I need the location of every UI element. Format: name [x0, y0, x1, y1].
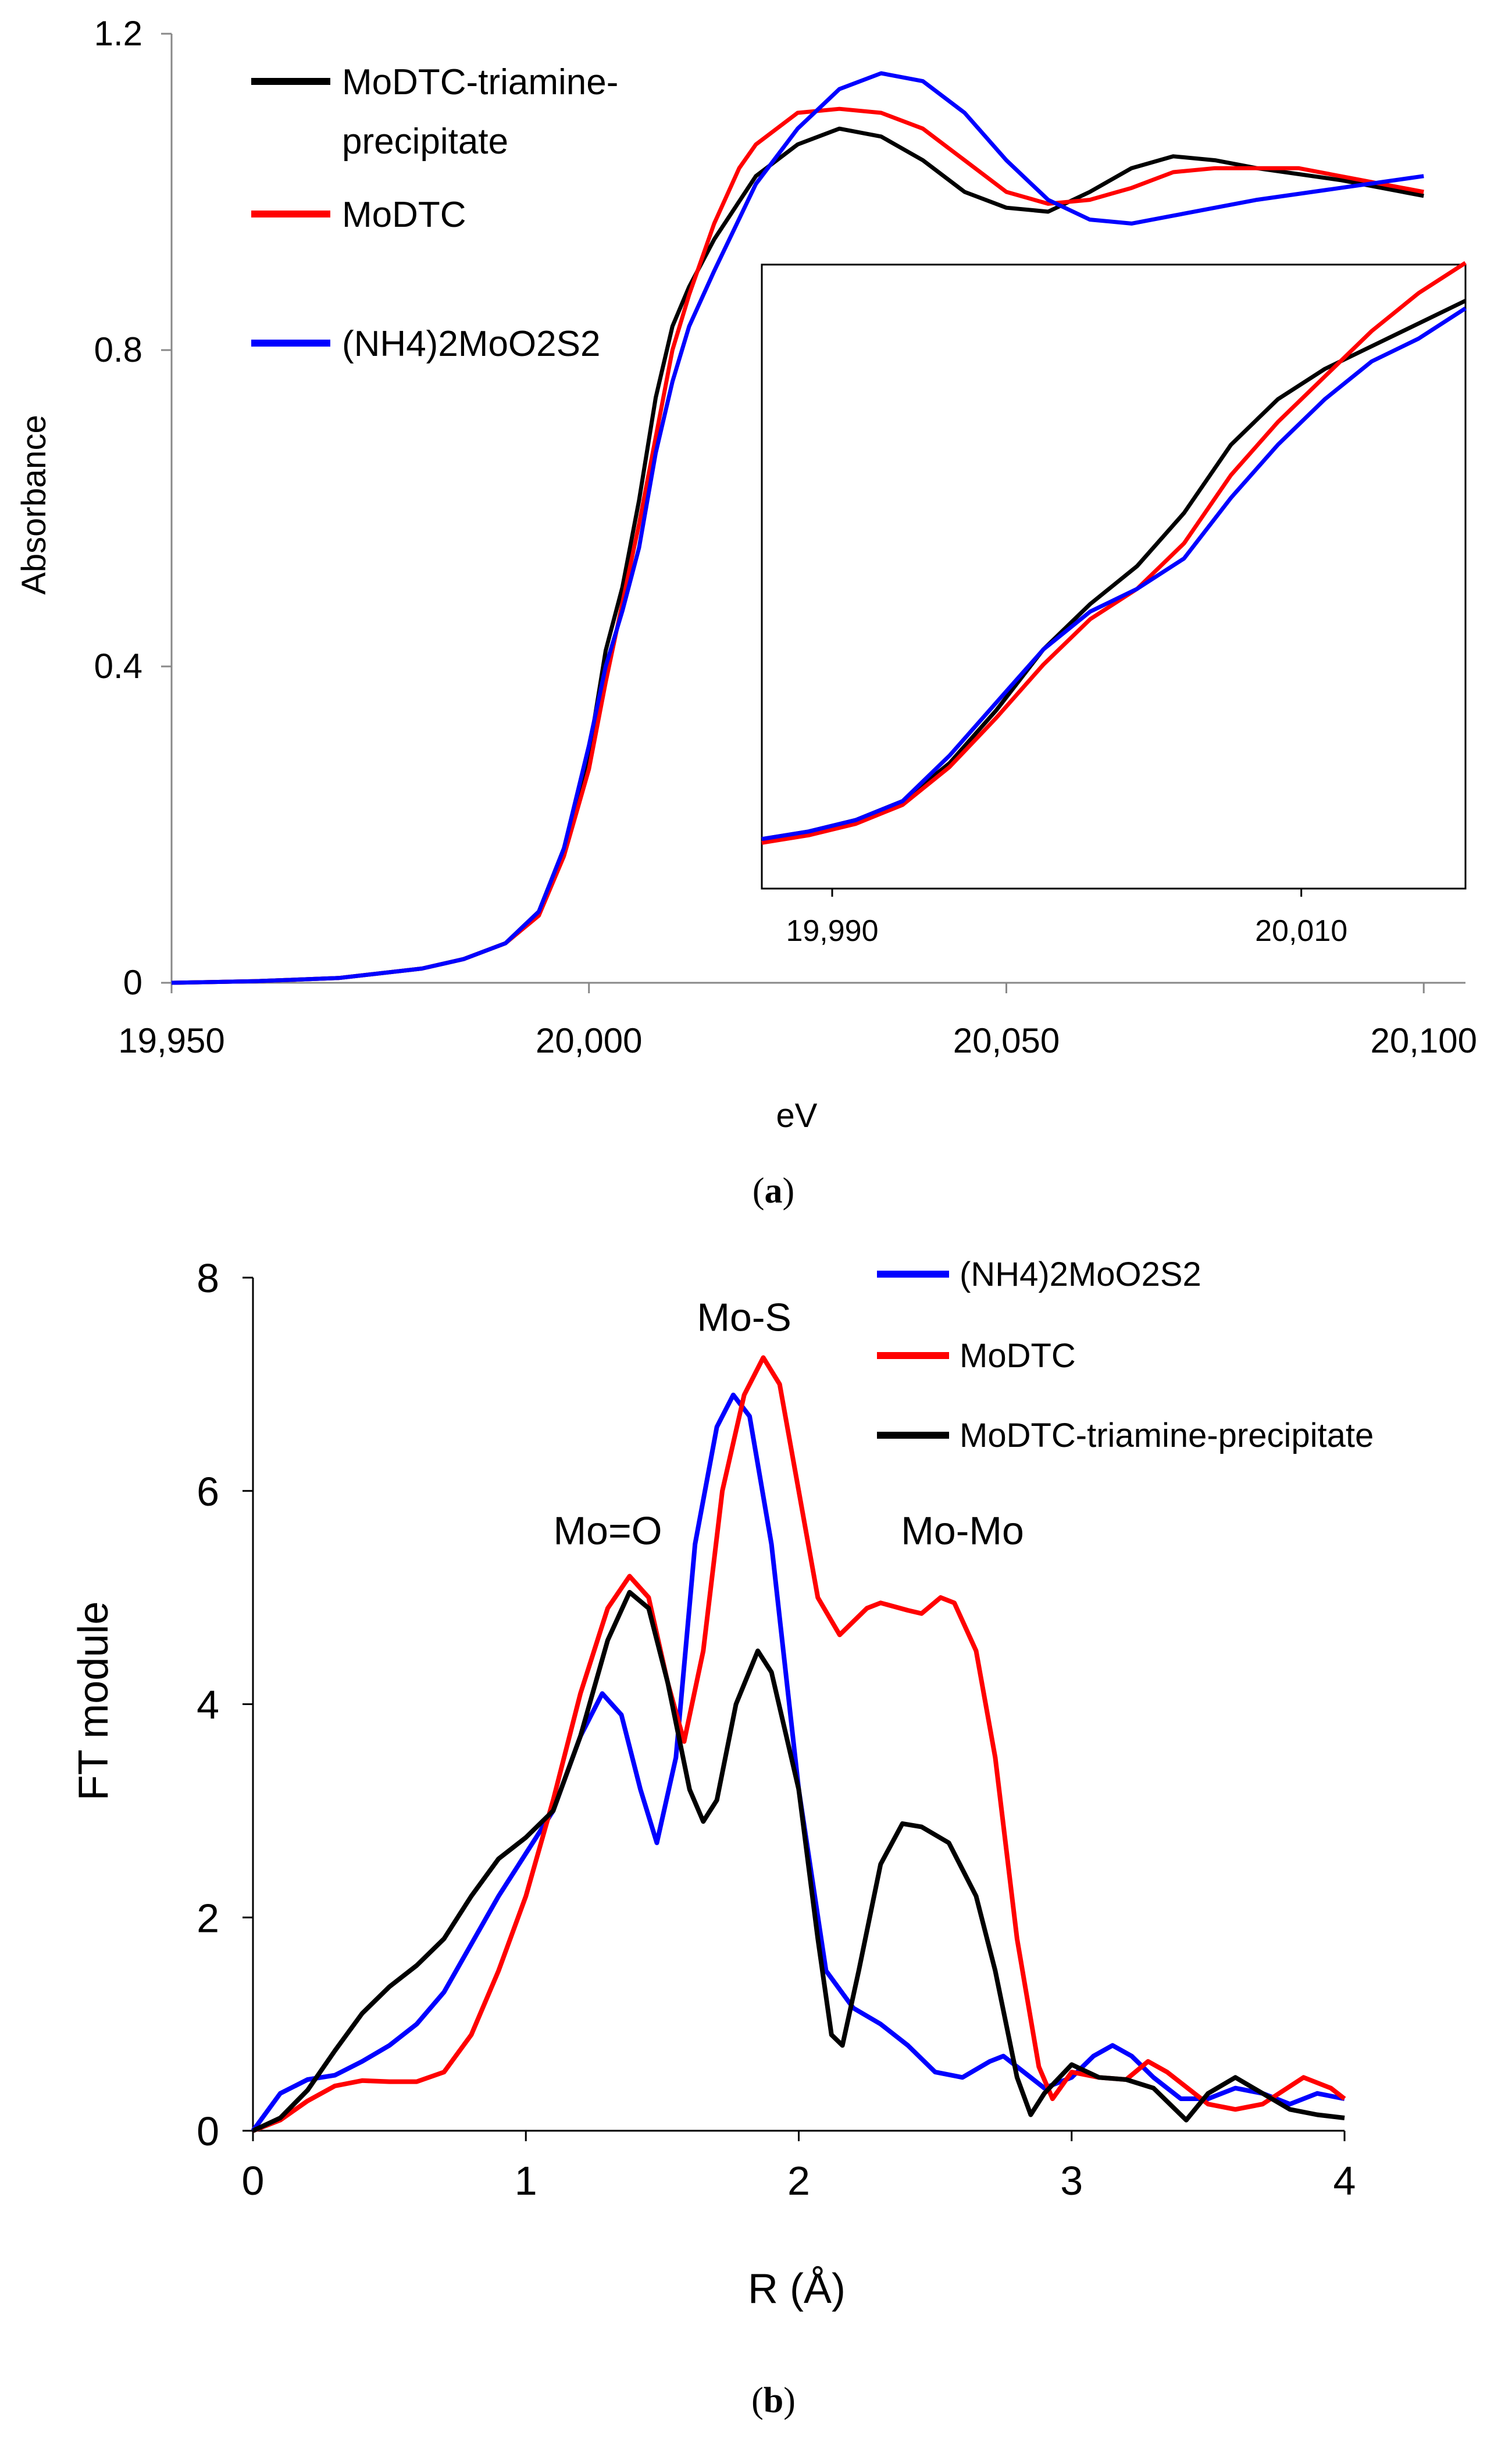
inset-series-line-1 [761, 298, 1467, 841]
series-group-b [251, 1355, 1346, 2133]
x-tick-label: 20,050 [953, 1021, 1060, 1060]
series-line-a-2 [171, 106, 1424, 985]
y-tick-label: 0.4 [94, 647, 142, 686]
x-tick-label: 3 [1060, 2158, 1083, 2203]
x-tick-label: 1 [515, 2158, 537, 2203]
inset-series-line-2 [761, 261, 1467, 845]
legend-label-a: MoDTC [342, 195, 466, 235]
inset-panel: 19,990 20,010 [761, 261, 1467, 948]
y-tick-label: 1.2 [94, 14, 142, 53]
axes-a: 0 0.4 0.8 1.2 19,950 20,000 20,050 20,100 [94, 14, 1477, 1060]
legend-b: (NH4)2MoO2S2 MoDTC MoDTC-triamine-precipit… [877, 1256, 1374, 1454]
series-line-a-3 [171, 71, 1424, 985]
x-tick-label: 20,000 [536, 1021, 643, 1060]
x-tick-label: 4 [1333, 2158, 1356, 2203]
caption-paren: ( [751, 2381, 764, 2420]
peak-annotation: Mo=O [553, 1508, 662, 1553]
legend-label-a: MoDTC-triamine- [342, 62, 618, 102]
legend-label-b: (NH4)2MoO2S2 [960, 1256, 1201, 1293]
series-group-a [171, 71, 1424, 985]
caption-b: (b) [751, 2381, 796, 2420]
caption-paren: ) [783, 1171, 795, 1211]
annotations-b: Mo=O Mo-S Mo-Mo [553, 1296, 1024, 1553]
x-tick-label: 0 [242, 2158, 265, 2203]
caption-a: (a) [753, 1171, 794, 1211]
y-tick-label: 0 [123, 963, 142, 1002]
inset-x-tick-label: 19,990 [786, 914, 878, 948]
legend-a: MoDTC-triamine-precipitate MoDTC (NH4)2MoO… [251, 62, 618, 364]
x-tick-label: 20,100 [1370, 1021, 1477, 1060]
y-tick-label: 0 [197, 2109, 219, 2154]
series-line-b-2 [252, 1355, 1346, 2133]
legend-label-b: MoDTC [960, 1337, 1076, 1375]
x-axis-label-b: R (Å) [748, 2266, 846, 2312]
chart-panel-a: 19,990 20,010 0 0.4 0.8 1.2 19,950 20,000 20,05… [15, 14, 1477, 1135]
legend-label-a: (NH4)2MoO2S2 [342, 324, 600, 364]
y-tick-label: 8 [197, 1256, 219, 1301]
legend-label-a: precipitate [342, 122, 508, 162]
y-tick-label: 6 [197, 1469, 219, 1514]
chart-panel-b: 0 2 4 6 8 0 1 2 3 4 (NH4)2MoO2S2 MoDTC MoDTC-triami… [70, 1256, 1374, 2312]
caption-paren: ( [753, 1171, 765, 1211]
x-tick-label: 19,950 [118, 1021, 225, 1060]
caption-letter: a [765, 1171, 783, 1211]
axes-b: 0 2 4 6 8 0 1 2 3 4 [197, 1256, 1356, 2203]
x-axis-label-a: eV [776, 1097, 818, 1135]
y-axis-label-a: Absorbance [15, 415, 53, 595]
series-line-b-1 [251, 1392, 1345, 2132]
peak-annotation: Mo-Mo [901, 1508, 1024, 1553]
caption-paren: ) [783, 2381, 796, 2420]
caption-letter: b [764, 2381, 783, 2420]
inset-x-tick-label: 20,010 [1255, 914, 1347, 948]
inset-frame [761, 263, 1467, 890]
y-axis-label-b: FT module [70, 1602, 117, 1801]
y-tick-label: 0.8 [94, 330, 142, 369]
inset-series-line-3 [761, 306, 1467, 841]
peak-annotation: Mo-S [697, 1296, 791, 1340]
y-tick-label: 2 [197, 1895, 219, 1941]
y-tick-label: 4 [197, 1682, 219, 1728]
legend-label-b: MoDTC-triamine-precipitate [960, 1417, 1374, 1454]
series-line-b-3 [252, 1590, 1345, 2133]
x-tick-label: 2 [787, 2158, 810, 2203]
series-line-a-1 [171, 126, 1424, 985]
